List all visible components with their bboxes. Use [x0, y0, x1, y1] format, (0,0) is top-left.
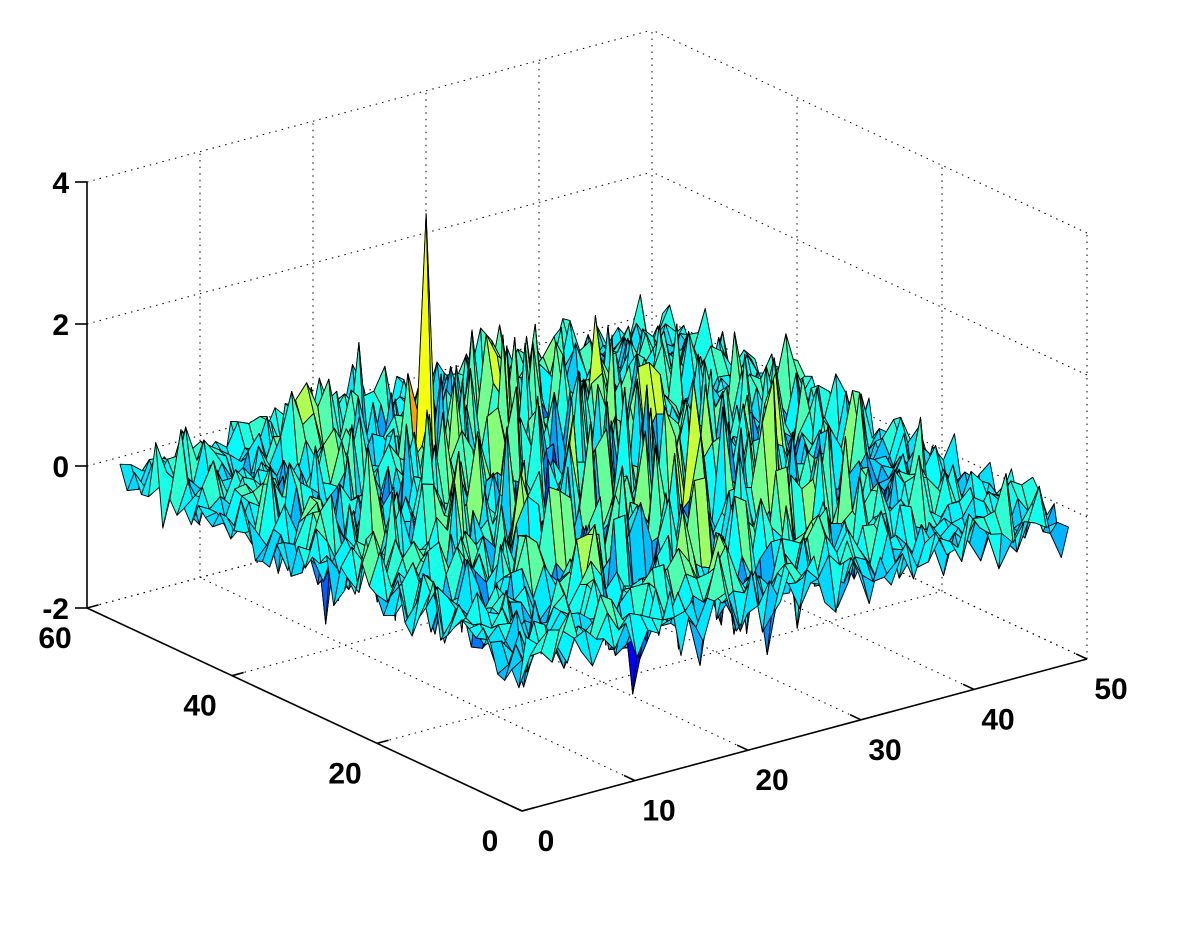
y-tick [521, 807, 534, 812]
x-tick [623, 774, 636, 782]
x-tick [736, 744, 749, 751]
z-tick-label: 4 [52, 167, 69, 200]
x-tick [510, 805, 523, 812]
y-tick-label: 40 [183, 690, 216, 723]
x-tick-label: 10 [642, 795, 675, 828]
x-tick-label: 50 [1094, 673, 1127, 706]
grid-line [376, 590, 943, 744]
grid-line [86, 171, 653, 325]
y-axis-line [86, 607, 523, 812]
x-tick [849, 714, 862, 721]
y-tick [231, 671, 244, 677]
tick-labels: 0 10 20 30 40 50 0 20 40 60-2 0 2 4 [38, 167, 1127, 858]
x-tick [1075, 653, 1088, 660]
x-tick [962, 683, 975, 691]
y-tick-label: 0 [482, 825, 499, 858]
y-tick [376, 739, 389, 745]
grid-line [86, 29, 653, 183]
x-tick-label: 20 [755, 764, 788, 797]
x-tick-label: 0 [538, 825, 555, 858]
y-tick-label: 20 [328, 757, 361, 790]
z-tick-label: 2 [52, 309, 69, 342]
z-tick-label: -2 [42, 593, 69, 626]
surface-plot [119, 213, 1069, 695]
z-tick-label: 0 [52, 451, 69, 484]
x-tick-label: 30 [868, 734, 901, 767]
axes [75, 181, 1088, 812]
y-tick-label: 60 [38, 622, 71, 655]
surface-face [1049, 521, 1069, 559]
grid-line [651, 29, 1088, 234]
y-tick [86, 604, 99, 609]
x-tick-label: 40 [981, 703, 1014, 736]
x-axis-line [521, 658, 1088, 812]
